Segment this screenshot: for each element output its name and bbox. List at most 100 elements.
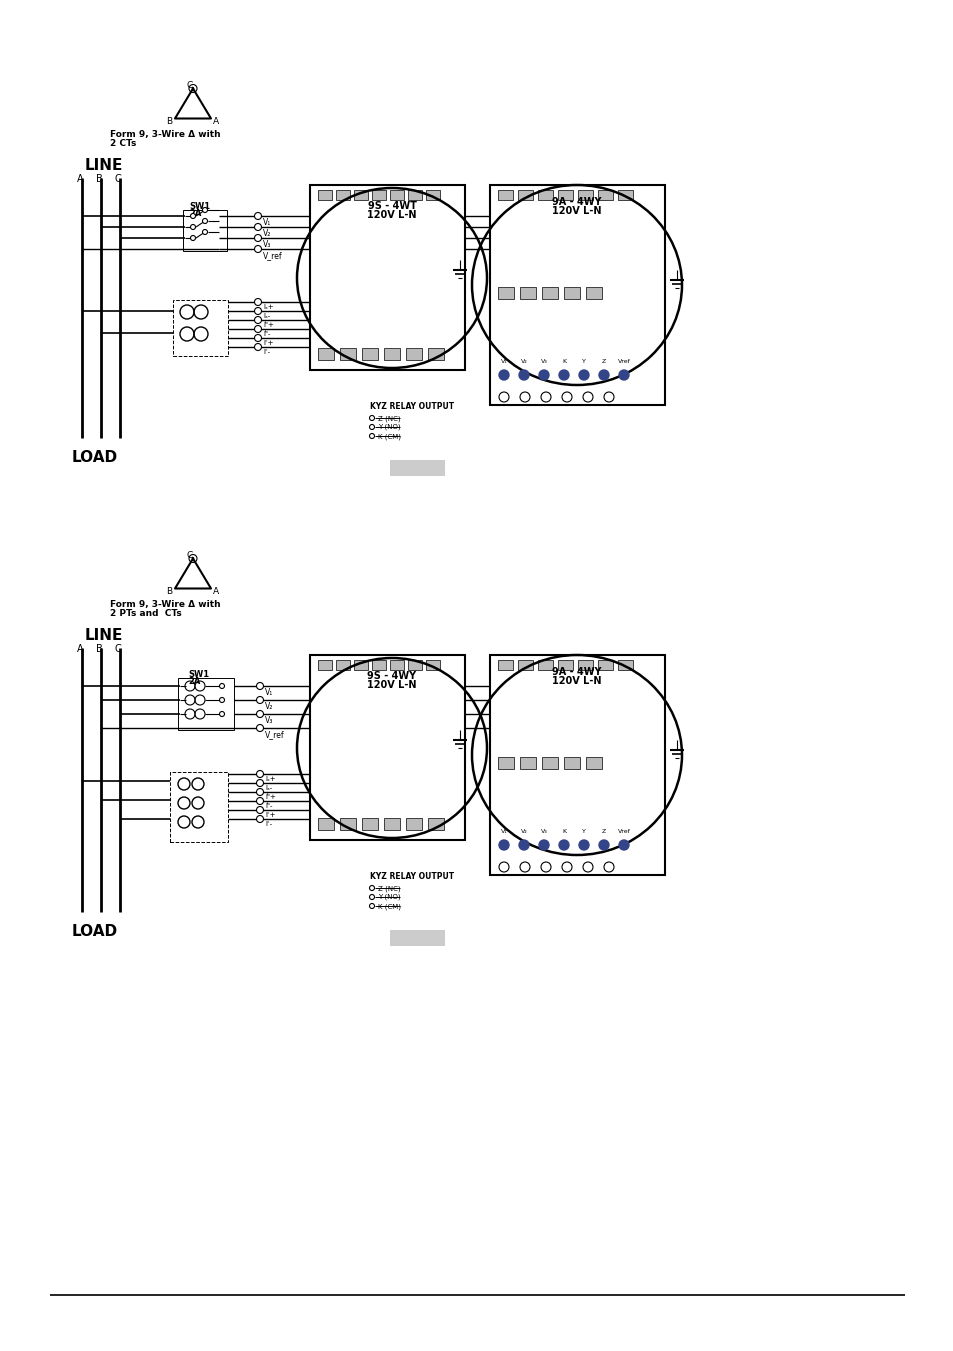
Bar: [563, 757, 579, 769]
Text: A: A: [77, 644, 84, 654]
Text: 9A - 4WY: 9A - 4WY: [552, 197, 601, 207]
Text: Iᶜ+: Iᶜ+: [263, 340, 274, 346]
Circle shape: [191, 235, 195, 240]
Text: KYZ RELAY OUTPUT: KYZ RELAY OUTPUT: [370, 403, 454, 411]
Circle shape: [256, 697, 263, 704]
Bar: [541, 757, 558, 769]
Text: 2 CTs: 2 CTs: [110, 139, 136, 149]
Bar: [170, 771, 228, 842]
Bar: [354, 190, 368, 200]
Text: 120V L-N: 120V L-N: [367, 209, 416, 220]
Text: Z: Z: [601, 359, 605, 363]
Text: V₃: V₃: [540, 359, 547, 363]
Circle shape: [191, 224, 195, 230]
Text: K (CM): K (CM): [377, 434, 400, 439]
Text: B: B: [96, 644, 103, 654]
Circle shape: [256, 770, 263, 777]
Circle shape: [582, 862, 593, 871]
Text: Form 9, 3-Wire Δ with: Form 9, 3-Wire Δ with: [110, 130, 220, 139]
Bar: [578, 190, 593, 200]
Bar: [537, 661, 553, 670]
Bar: [558, 661, 573, 670]
Bar: [406, 817, 421, 830]
Bar: [183, 209, 227, 251]
Bar: [585, 286, 601, 299]
Text: Iₐ-: Iₐ-: [265, 785, 272, 790]
Bar: [390, 459, 444, 476]
Circle shape: [369, 424, 375, 430]
Bar: [339, 349, 355, 359]
Text: 120V L-N: 120V L-N: [552, 205, 601, 216]
Circle shape: [256, 780, 263, 786]
Bar: [426, 661, 439, 670]
Text: 9A - 4WY: 9A - 4WY: [552, 667, 601, 677]
Bar: [598, 661, 613, 670]
Text: LOAD: LOAD: [71, 924, 118, 939]
Bar: [490, 655, 664, 875]
Circle shape: [254, 223, 261, 231]
Text: Iᶜ-: Iᶜ-: [265, 821, 272, 827]
Bar: [390, 190, 403, 200]
Text: V₁: V₁: [500, 830, 507, 834]
Bar: [497, 757, 514, 769]
Circle shape: [518, 840, 529, 850]
Text: 2A: 2A: [188, 677, 200, 686]
Text: V₁: V₁: [263, 218, 271, 227]
Bar: [497, 286, 514, 299]
Bar: [178, 678, 233, 730]
Bar: [317, 817, 334, 830]
Text: Z (NC): Z (NC): [377, 415, 400, 422]
Bar: [490, 185, 664, 405]
Text: A: A: [77, 174, 84, 184]
Circle shape: [254, 299, 261, 305]
Text: SW1: SW1: [188, 670, 209, 680]
Circle shape: [558, 370, 568, 380]
Bar: [317, 190, 332, 200]
Text: Vref: Vref: [617, 830, 630, 834]
Text: V₂: V₂: [265, 703, 274, 711]
Bar: [618, 661, 633, 670]
Circle shape: [202, 230, 208, 235]
Text: KYZ RELAY OUTPUT: KYZ RELAY OUTPUT: [370, 871, 454, 881]
Text: C: C: [187, 550, 193, 559]
Bar: [384, 817, 399, 830]
Bar: [390, 929, 444, 946]
Bar: [339, 817, 355, 830]
Circle shape: [254, 335, 261, 342]
Circle shape: [538, 840, 548, 850]
Bar: [408, 661, 421, 670]
Circle shape: [256, 816, 263, 823]
Text: 2 PTs and  CTs: 2 PTs and CTs: [110, 609, 182, 617]
Text: 9S - 4WY: 9S - 4WY: [367, 671, 416, 681]
Circle shape: [618, 840, 628, 850]
Text: Iₐ-: Iₐ-: [263, 313, 270, 319]
Bar: [428, 349, 443, 359]
Text: Iₐ+: Iₐ+: [263, 304, 274, 309]
Bar: [317, 349, 334, 359]
Text: Vref: Vref: [617, 359, 630, 363]
Text: Iₐ+: Iₐ+: [265, 775, 275, 782]
Bar: [497, 661, 513, 670]
Bar: [406, 349, 421, 359]
Bar: [361, 349, 377, 359]
Circle shape: [369, 434, 375, 439]
Circle shape: [202, 208, 208, 212]
Circle shape: [256, 682, 263, 689]
Circle shape: [540, 392, 551, 403]
Bar: [517, 661, 533, 670]
Circle shape: [256, 711, 263, 717]
Text: 9S - 4WT: 9S - 4WT: [367, 201, 416, 211]
Text: SW1: SW1: [189, 203, 210, 211]
Text: A: A: [213, 588, 219, 597]
Text: Iᵇ+: Iᵇ+: [263, 322, 274, 328]
Circle shape: [561, 862, 572, 871]
Circle shape: [603, 862, 614, 871]
Text: LOAD: LOAD: [71, 450, 118, 465]
Bar: [618, 190, 633, 200]
Text: Y: Y: [581, 830, 585, 834]
Circle shape: [618, 370, 628, 380]
Text: K (CM): K (CM): [377, 902, 400, 909]
Text: Iᶜ+: Iᶜ+: [265, 812, 275, 817]
Text: V₃: V₃: [265, 716, 274, 725]
Circle shape: [369, 894, 375, 900]
